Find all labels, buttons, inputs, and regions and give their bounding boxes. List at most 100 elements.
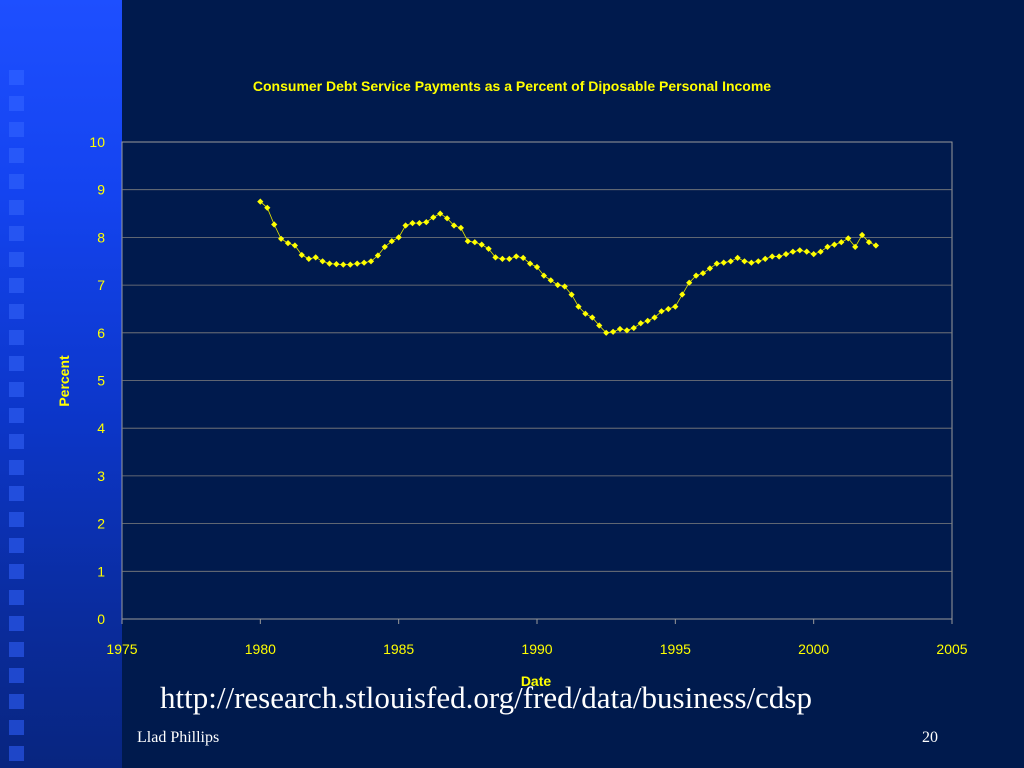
data-point	[354, 260, 361, 267]
data-point	[810, 250, 817, 258]
x-tick-label: 1980	[245, 641, 276, 657]
sidebar-square	[9, 746, 24, 761]
y-tick-label: 5	[97, 373, 105, 389]
data-point	[775, 253, 783, 260]
x-tick-label: 1990	[521, 641, 552, 657]
sidebar-square	[9, 434, 24, 449]
data-point	[471, 239, 478, 246]
sidebar-square	[9, 356, 24, 371]
sidebar-decoration	[0, 0, 122, 768]
data-point	[520, 254, 527, 262]
data-point	[720, 259, 727, 266]
x-tick-label: 2005	[936, 641, 967, 657]
data-point	[457, 224, 465, 232]
sidebar-square	[9, 330, 24, 345]
x-tick-labels: 1975 1980 1985 1990 1995 2000 2005	[106, 619, 968, 657]
data-point	[713, 260, 720, 267]
y-tick-label: 8	[97, 229, 105, 245]
sidebar-square	[9, 538, 24, 553]
sidebar-square	[9, 486, 24, 501]
y-tick-label: 1	[97, 563, 105, 579]
data-point	[665, 305, 672, 313]
sidebar-square	[9, 460, 24, 475]
data-point	[271, 221, 278, 228]
data-point	[367, 258, 375, 265]
data-point	[312, 254, 319, 261]
data-point	[609, 328, 617, 335]
data-point	[305, 255, 312, 263]
data-point	[644, 317, 651, 325]
data-point	[824, 243, 831, 251]
data-point	[658, 308, 665, 315]
data-point	[623, 327, 631, 334]
sidebar-square	[9, 122, 24, 137]
y-tick-label: 6	[97, 325, 105, 341]
data-point	[782, 250, 790, 258]
data-point	[402, 222, 409, 229]
data-point	[706, 265, 714, 272]
data-point	[430, 214, 437, 221]
data-point	[291, 242, 299, 249]
data-point	[630, 324, 637, 332]
y-tick-label: 4	[97, 420, 105, 436]
sidebar-square	[9, 252, 24, 267]
data-point	[298, 251, 305, 259]
data-point	[748, 259, 755, 266]
sidebar-square	[9, 668, 24, 683]
sidebar-square	[9, 96, 24, 111]
data-point	[284, 239, 292, 247]
sidebar-square	[9, 694, 24, 709]
sidebar-square	[9, 512, 24, 527]
y-tick-label: 7	[97, 277, 105, 293]
data-point	[437, 210, 444, 217]
data-point	[478, 241, 485, 248]
chart-title: Consumer Debt Service Payments as a Perc…	[252, 78, 772, 94]
sidebar-square	[9, 642, 24, 657]
sidebar-square	[9, 278, 24, 293]
series-line	[260, 201, 877, 334]
sidebar-square	[9, 174, 24, 189]
data-point	[513, 253, 520, 260]
sidebar-square	[9, 200, 24, 215]
data-point	[547, 277, 554, 284]
x-tick-label: 1975	[106, 641, 137, 657]
x-tick-label: 2000	[798, 641, 829, 657]
y-tick-label: 2	[97, 516, 105, 532]
data-point	[603, 329, 610, 336]
data-point	[803, 248, 810, 255]
data-point	[741, 258, 748, 265]
data-point	[727, 258, 734, 265]
x-axis-label: Date	[521, 673, 552, 689]
y-tick-labels: 0 1 2 3 4 5 6 7 8 9 10	[89, 134, 105, 627]
data-point	[416, 219, 423, 227]
y-tick-label: 9	[97, 182, 105, 198]
sidebar-square	[9, 70, 24, 85]
source-url[interactable]: http://research.stlouisfed.org/fred/data…	[160, 680, 812, 715]
data-point	[506, 255, 513, 263]
data-point	[637, 320, 644, 327]
data-point	[769, 253, 776, 260]
sidebar-square	[9, 148, 24, 163]
data-point	[762, 255, 769, 262]
data-point	[333, 260, 340, 268]
data-point	[464, 238, 471, 245]
x-tick-label: 1985	[383, 641, 414, 657]
data-point	[499, 255, 506, 263]
gridlines	[122, 189, 952, 572]
y-axis-label: Percent	[56, 355, 72, 407]
y-tick-label: 3	[97, 468, 105, 484]
data-point	[257, 198, 264, 205]
sidebar-square	[9, 720, 24, 735]
data-point	[838, 239, 845, 246]
data-point	[554, 281, 561, 289]
data-point	[326, 260, 333, 267]
sidebar-square	[9, 304, 24, 319]
data-point	[672, 303, 679, 310]
data-point	[395, 234, 402, 241]
x-tick-label: 1995	[660, 641, 691, 657]
sidebar-square	[9, 226, 24, 241]
data-point	[347, 261, 354, 268]
data-point	[789, 248, 797, 255]
data-point	[277, 235, 285, 242]
